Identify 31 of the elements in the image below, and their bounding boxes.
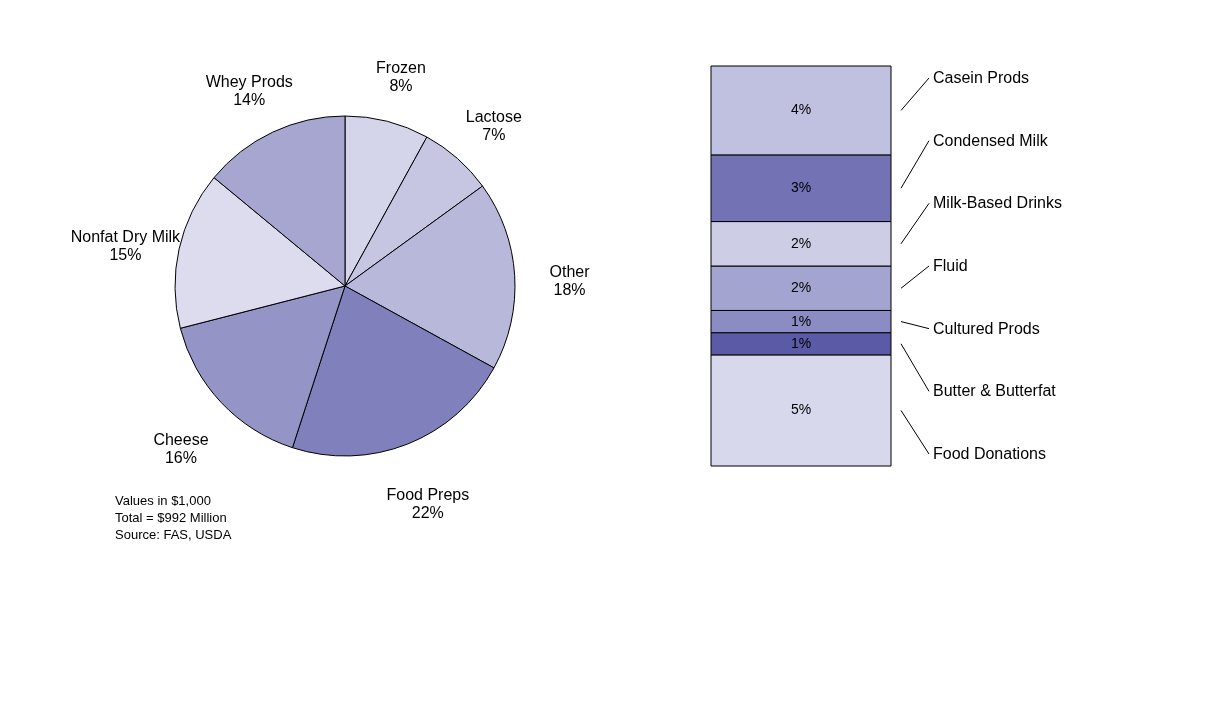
data-label: 3% [790, 179, 812, 196]
text: Values in $1,000 [115, 493, 211, 508]
data-label: 2% [790, 234, 812, 251]
data-label: 15% [109, 245, 142, 263]
slice-label: Food Preps [386, 486, 470, 504]
slice-label: Frozen [376, 59, 426, 77]
data-label: 2% [790, 279, 812, 296]
slice-label: Lactose [465, 108, 522, 126]
slice-label: Cheese [153, 431, 209, 449]
data-label: 14% [233, 91, 266, 109]
data-label: 4% [790, 101, 812, 118]
text: Milk-Based Drinks [933, 194, 1062, 212]
slice-label: Whey Prods [205, 73, 293, 91]
legend-label: Cultured Prods [933, 319, 1040, 337]
slice-label: Nonfat Dry Milk [70, 227, 182, 245]
text: Condensed Milk [933, 131, 1049, 149]
data-label: 8% [389, 77, 413, 95]
data-label: 5% [790, 401, 812, 418]
data-label: 18% [553, 280, 586, 298]
source-note: Source: FAS, USDA [115, 527, 232, 542]
data-label: 7% [482, 126, 506, 144]
slice-label: Other [549, 262, 591, 280]
data-label: 1% [790, 334, 812, 351]
data-label: 1% [790, 312, 812, 329]
text: Fluid [933, 257, 968, 274]
text: Butter & Butterfat [933, 382, 1057, 400]
data-label: 16% [164, 449, 197, 467]
data-label: 22% [411, 504, 444, 522]
text: Food Donations [933, 445, 1046, 462]
text: Total = $992 Million [115, 510, 227, 525]
text: Casein Prods [933, 69, 1030, 86]
